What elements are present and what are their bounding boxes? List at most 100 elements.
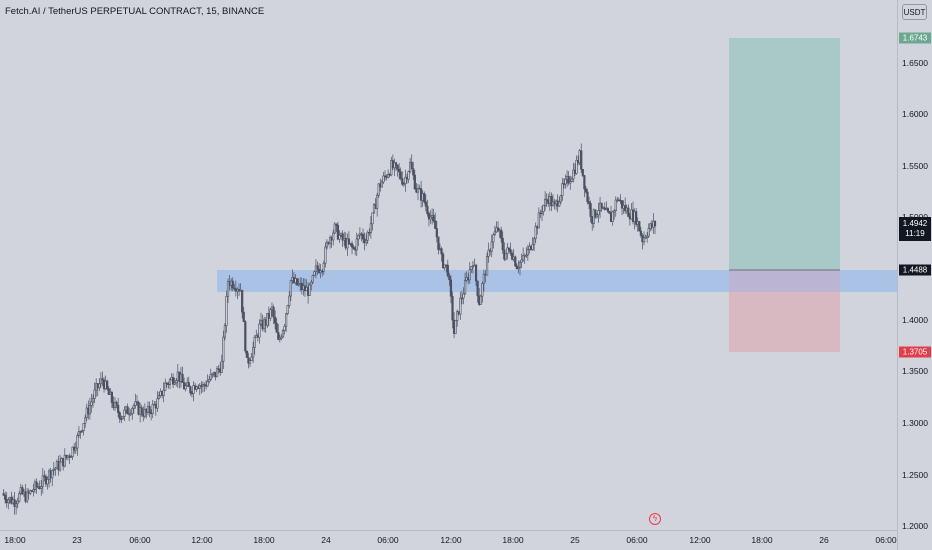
candle-body [245, 350, 248, 358]
time-tick: 18:00 [4, 535, 26, 545]
candle-body [250, 356, 253, 361]
candle-body [476, 280, 479, 297]
candle-body [446, 264, 449, 277]
candle-body [15, 503, 18, 507]
candle-body [164, 382, 167, 391]
candle-body [156, 398, 159, 409]
time-tick: 12:00 [440, 535, 462, 545]
candle-body [449, 279, 453, 297]
lightning-icon[interactable]: ϟ [649, 513, 661, 525]
candle-body [382, 175, 385, 183]
candle-body [474, 264, 478, 282]
candle-body [366, 231, 369, 241]
candle-body [440, 248, 443, 255]
time-tick: 12:00 [689, 535, 711, 545]
support-zone[interactable] [217, 270, 897, 292]
candle-body [336, 225, 340, 240]
candle-body [206, 381, 209, 387]
candle-body [506, 247, 509, 254]
candle-body [572, 169, 575, 180]
candle-body [352, 246, 355, 249]
candle-body [404, 176, 407, 185]
candle-body [347, 238, 351, 244]
candle-body [608, 211, 611, 214]
time-tick: 18:00 [253, 535, 275, 545]
candle-body [542, 205, 545, 212]
candle-body [90, 401, 93, 406]
candle-body [173, 382, 176, 385]
candle-body [482, 273, 486, 284]
take-profit-badge: 1.6743 [899, 32, 931, 44]
candle-body [635, 211, 638, 225]
candle-body [580, 150, 583, 170]
candle-body [600, 202, 603, 209]
candle-body [606, 208, 610, 212]
time-tick: 24 [321, 535, 331, 545]
candle-body [393, 162, 396, 169]
candle-body [518, 261, 522, 268]
candle-body [514, 256, 517, 267]
candle-body [534, 226, 537, 240]
candle-body [462, 293, 465, 299]
candle-body [564, 178, 567, 185]
candle-body [101, 378, 104, 381]
candle-body [416, 187, 420, 193]
candle-body [222, 336, 225, 362]
candle-body [597, 210, 600, 216]
candle-body [533, 238, 536, 245]
current-price-badge: 1.4942 11:19 [899, 217, 931, 241]
candle-body [544, 198, 547, 206]
candle-body [289, 280, 292, 297]
candle-body [646, 235, 649, 238]
price-tick: 1.5500 [902, 161, 928, 171]
candle-body [297, 283, 300, 286]
currency-button[interactable]: USDT [902, 4, 927, 20]
candle-body [281, 330, 285, 338]
candle-body [77, 431, 81, 436]
candle-body [550, 196, 553, 207]
candle-body [412, 168, 415, 176]
candle-body [51, 470, 54, 479]
candle-body [376, 194, 379, 209]
candle-body [123, 409, 126, 417]
time-tick: 25 [570, 535, 580, 545]
candle-body [639, 230, 642, 236]
candle-body [121, 416, 124, 420]
candle-body [614, 199, 617, 212]
candle-body [175, 380, 178, 384]
candle-body [126, 406, 129, 415]
candle-body [410, 161, 413, 169]
profit-zone[interactable] [729, 38, 840, 270]
candle-body [332, 232, 335, 241]
candle-body [429, 216, 432, 220]
candle-body [638, 221, 641, 232]
candle-body [82, 423, 85, 431]
candle-body [13, 499, 16, 507]
current-price-value: 1.4942 [902, 219, 928, 228]
candle-body [627, 207, 630, 217]
candle-body [620, 200, 624, 209]
candle-body [80, 430, 84, 432]
price-tick: 1.6000 [902, 109, 928, 119]
candle-body [296, 278, 299, 286]
candle-body [371, 212, 374, 225]
price-tick: 1.3000 [902, 418, 928, 428]
time-tick: 06:00 [129, 535, 151, 545]
time-tick: 18:00 [751, 535, 773, 545]
candle-body [435, 228, 438, 238]
candle-body [589, 203, 592, 217]
price-tick: 1.6500 [902, 58, 928, 68]
candle-body [460, 297, 464, 300]
time-axis[interactable] [0, 530, 897, 550]
candle-body [280, 336, 283, 339]
candle-body [269, 309, 272, 319]
time-tick: 23 [72, 535, 82, 545]
candle-body [140, 407, 143, 415]
candle-body [120, 418, 123, 421]
candle-body [581, 169, 584, 176]
candle-body [220, 360, 223, 373]
candle-body [253, 337, 256, 348]
candle-body [322, 262, 325, 272]
candle-body [341, 233, 344, 241]
